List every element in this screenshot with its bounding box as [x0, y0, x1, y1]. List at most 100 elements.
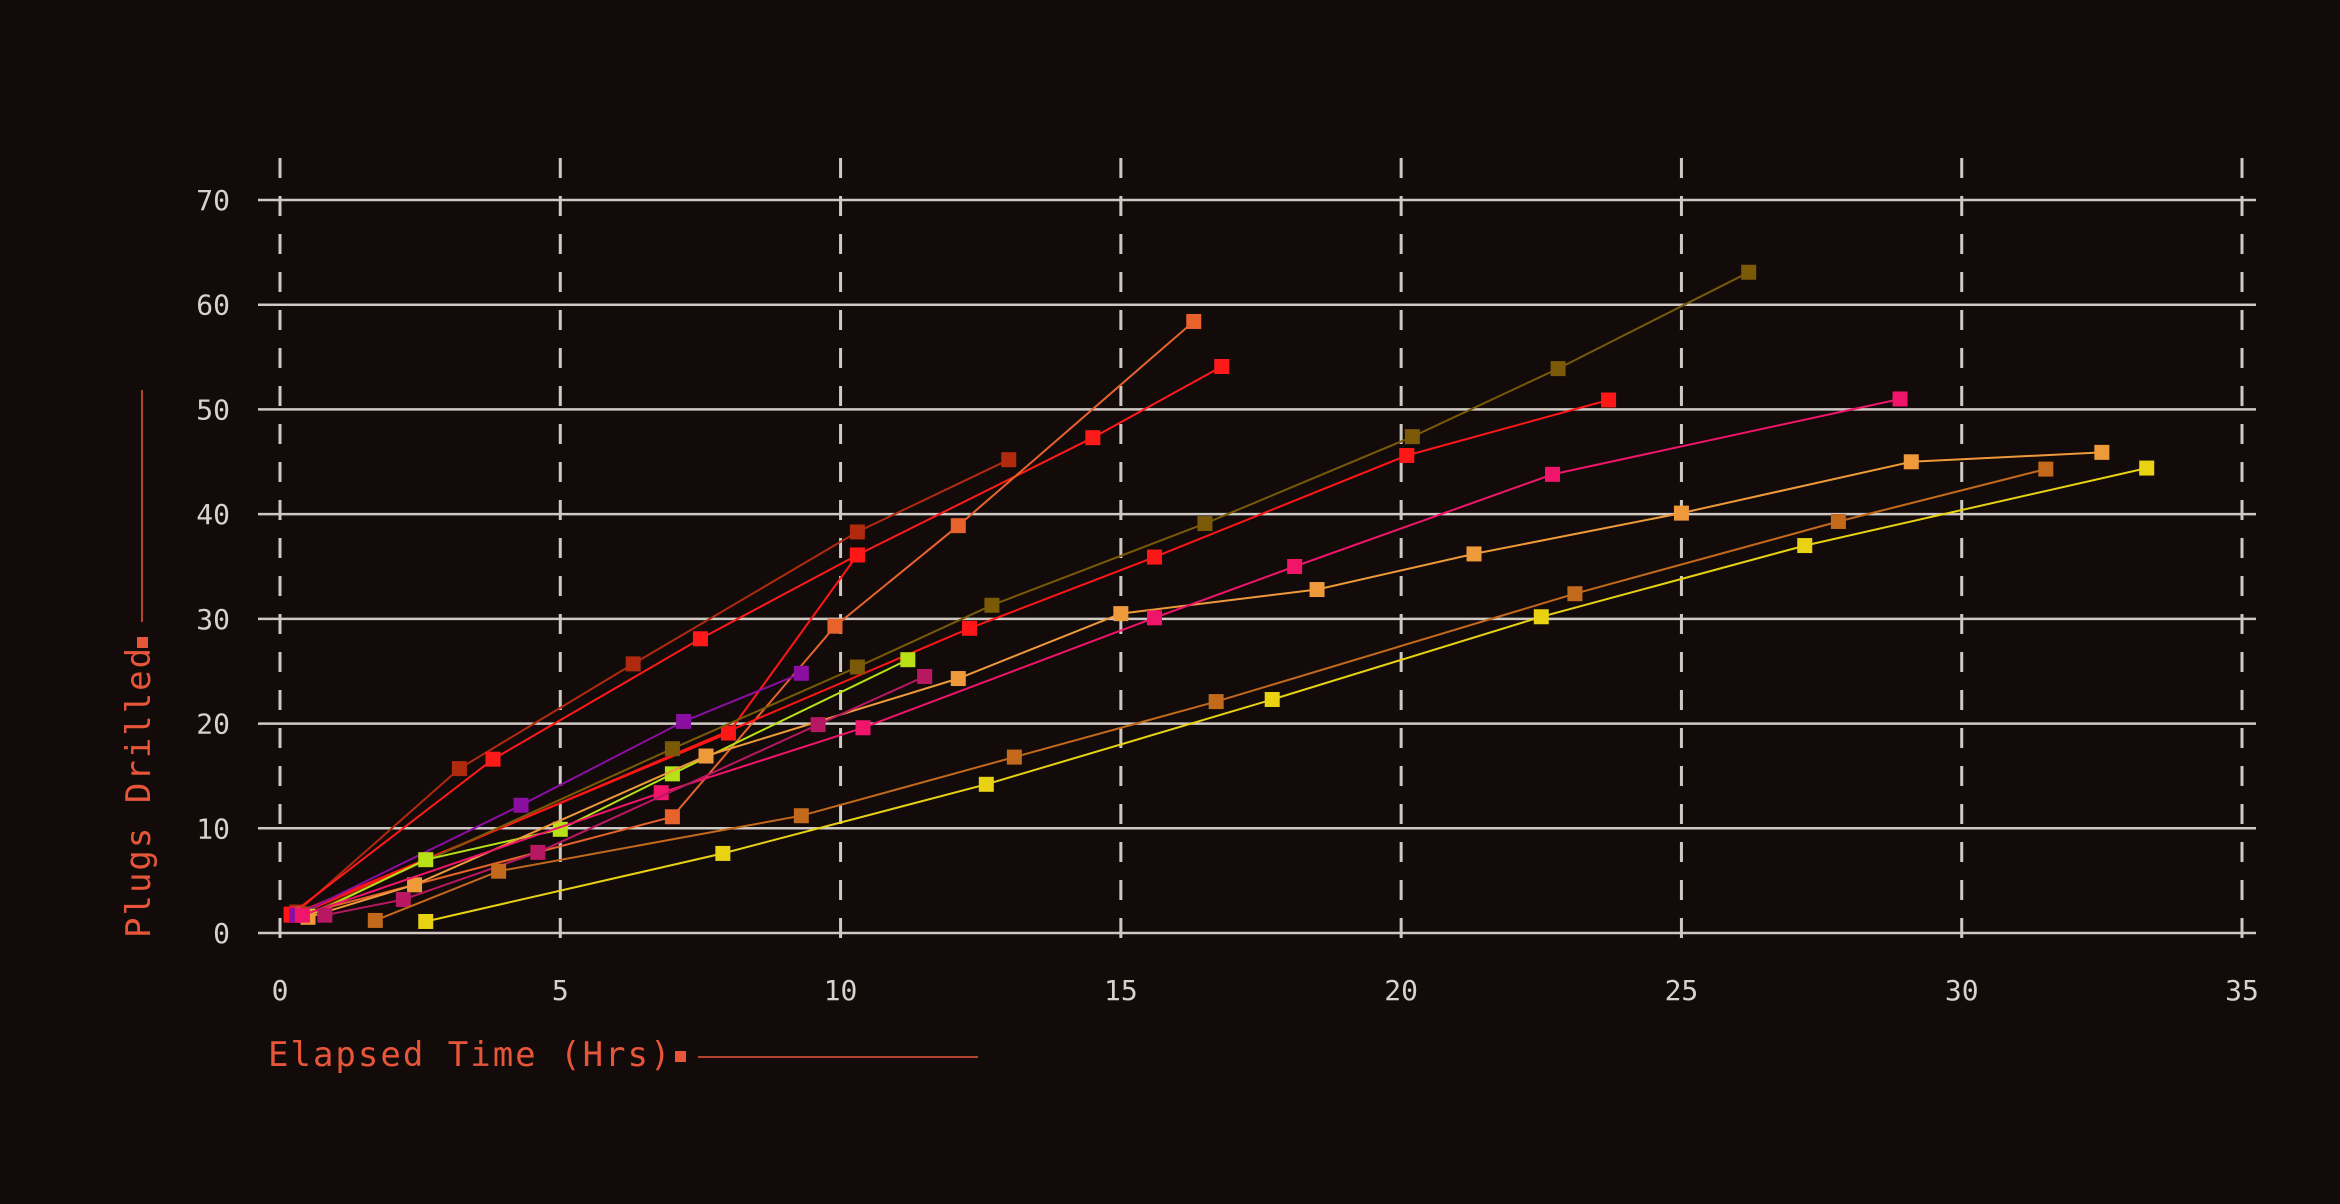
- data-point: [676, 713, 692, 729]
- data-point: [1797, 538, 1813, 554]
- y-axis-ticks: 0 10 20 30 40 50 60 70: [196, 184, 230, 950]
- data-series: [367, 461, 2054, 928]
- data-point: [855, 720, 871, 736]
- data-point: [1146, 549, 1162, 565]
- data-point: [810, 717, 826, 733]
- series-line: [374, 468, 2047, 922]
- data-point: [950, 671, 966, 687]
- data-series: [294, 391, 1908, 923]
- series-line: [302, 398, 1901, 917]
- data-point: [664, 809, 680, 825]
- x-tick-label: 15: [1104, 974, 1138, 1007]
- data-series: [283, 547, 865, 923]
- data-series: [289, 452, 1017, 920]
- data-point: [485, 751, 501, 767]
- data-point: [1399, 448, 1415, 464]
- data-point: [1601, 392, 1617, 408]
- data-point: [395, 891, 411, 907]
- data-point: [407, 877, 423, 893]
- data-point: [1264, 691, 1280, 707]
- series-line: [307, 658, 909, 918]
- data-point: [317, 907, 333, 923]
- data-point: [1197, 516, 1213, 532]
- x-axis-title-group: Elapsed Time (Hrs): [268, 1035, 978, 1075]
- data-series: [283, 358, 1230, 922]
- y-axis-title-group: Plugs Drilled: [119, 390, 159, 938]
- data-point: [1208, 694, 1224, 710]
- x-axis-title-marker: [675, 1051, 686, 1062]
- y-tick-label: 60: [196, 289, 230, 322]
- series-line: [307, 271, 1750, 916]
- data-point: [962, 620, 978, 636]
- data-point: [294, 907, 310, 923]
- data-point: [1673, 505, 1689, 521]
- data-point: [984, 597, 1000, 613]
- data-point: [1085, 430, 1101, 446]
- data-point: [849, 547, 865, 563]
- x-axis-ticks: 0 5 10 15 20 25 30 35: [272, 974, 2259, 1007]
- data-point: [1830, 513, 1846, 529]
- x-tick-label: 10: [824, 974, 858, 1007]
- data-point: [1404, 429, 1420, 445]
- y-tick-label: 20: [196, 708, 230, 741]
- data-series: [418, 460, 2155, 929]
- data-series: [317, 668, 933, 923]
- x-tick-label: 0: [272, 974, 289, 1007]
- y-tick-label: 40: [196, 498, 230, 531]
- data-point: [1550, 361, 1566, 377]
- x-axis-title: Elapsed Time (Hrs): [268, 1035, 672, 1075]
- y-axis-title: Plugs Drilled: [119, 646, 159, 938]
- data-point: [1113, 606, 1129, 622]
- series-line: [296, 672, 802, 917]
- data-point: [2094, 444, 2110, 460]
- series-line: [290, 365, 1223, 915]
- data-series: [289, 392, 1617, 923]
- data-point: [900, 652, 916, 668]
- data-point: [1146, 610, 1162, 626]
- data-point: [692, 631, 708, 647]
- y-tick-label: 10: [196, 812, 230, 845]
- data-point: [698, 748, 714, 764]
- y-tick-label: 70: [196, 184, 230, 217]
- data-point: [367, 912, 383, 928]
- data-point: [1309, 582, 1325, 598]
- data-point: [451, 761, 467, 777]
- data-point: [1741, 264, 1757, 280]
- data-point: [625, 656, 641, 672]
- data-point: [849, 524, 865, 540]
- x-tick-label: 20: [1384, 974, 1418, 1007]
- data-point: [2139, 460, 2155, 476]
- data-point: [1533, 609, 1549, 625]
- data-point: [1186, 313, 1202, 329]
- data-point: [418, 913, 434, 929]
- data-point: [1903, 454, 1919, 470]
- series-group: [283, 264, 2155, 929]
- grid-lines: [258, 158, 2256, 944]
- data-point: [418, 852, 434, 868]
- data-point: [664, 741, 680, 757]
- data-point: [1544, 466, 1560, 482]
- data-point: [793, 665, 809, 681]
- data-series: [300, 444, 2110, 925]
- data-point: [1214, 358, 1230, 374]
- data-point: [849, 659, 865, 675]
- data-point: [653, 785, 669, 801]
- y-tick-label: 0: [213, 917, 230, 950]
- data-point: [1287, 559, 1303, 574]
- data-point: [950, 518, 966, 534]
- data-point: [1466, 546, 1482, 562]
- y-tick-label: 30: [196, 603, 230, 636]
- data-point: [530, 844, 546, 860]
- data-point: [491, 863, 507, 879]
- y-axis-title-marker: [137, 637, 148, 648]
- data-point: [1892, 391, 1908, 407]
- data-point: [827, 618, 843, 634]
- data-point: [1567, 586, 1583, 602]
- x-tick-label: 25: [1665, 974, 1699, 1007]
- series-line: [307, 451, 2102, 919]
- data-point: [917, 668, 933, 684]
- series-line: [425, 467, 2147, 923]
- data-point: [1006, 749, 1022, 765]
- data-point: [2038, 461, 2054, 477]
